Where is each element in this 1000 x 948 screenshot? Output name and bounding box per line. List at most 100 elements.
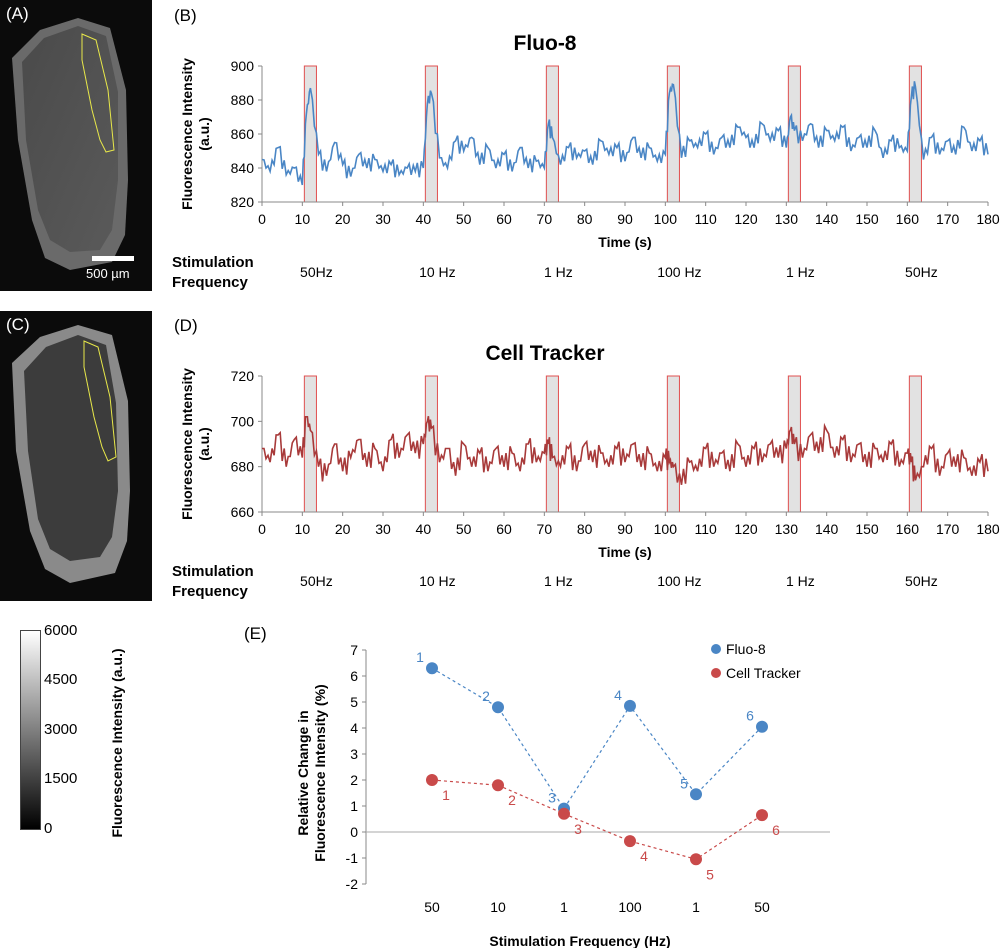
e-point-2-5: [690, 853, 702, 866]
tracker-stim-window-6: [908, 375, 922, 513]
e-ytick-label: 0: [350, 824, 358, 840]
panel-label-d: (D): [174, 316, 198, 335]
fluo8-xtick-label: 0: [258, 211, 266, 227]
fluo8-stim-window-5: [787, 65, 801, 203]
stim-frequency-label: 100 Hz: [657, 264, 702, 280]
stim-frequency-label: 100 Hz: [657, 573, 702, 589]
e-legend-label-2: Cell Tracker: [726, 665, 801, 681]
e-point-label: 4: [640, 848, 648, 864]
fluo8-xtick-label: 150: [855, 211, 879, 227]
stim-frequency-label: 1 Hz: [543, 573, 573, 589]
stim-frequency-label: 10 Hz: [419, 573, 456, 589]
e-ytick-label: 3: [350, 746, 358, 762]
fluo8-ylabel-line1: Fluorescence Intensity: [179, 58, 195, 210]
e-point-1-4: [624, 699, 636, 712]
e-point-2-4: [624, 835, 636, 848]
tracker-xtick-label: 150: [855, 521, 879, 537]
e-xtick-label: 10: [490, 899, 506, 915]
stim-frequency-label: 50Hz: [905, 573, 938, 589]
e-ytick-label: 6: [350, 668, 358, 684]
tracker-xtick-label: 70: [537, 521, 553, 537]
stim-frequency-label: 50Hz: [300, 573, 333, 589]
tracker-xtick-label: 160: [896, 521, 920, 537]
chart-cell-tracker: Cell Tracker 660 680 700 720 0 10 20 30 40 50 60 70 8…: [179, 342, 1000, 560]
e-ytick-label: 5: [350, 694, 358, 710]
tracker-xlabel: Time (s): [598, 544, 651, 560]
tracker-stim-window-4: [666, 375, 680, 513]
e-point-label: 4: [614, 687, 622, 703]
panel-label-b: (B): [174, 6, 197, 25]
tracker-ylabel-line2: (a.u.): [196, 427, 212, 460]
fluo8-ytick-label: 820: [231, 194, 255, 210]
e-legend-marker-2: [711, 668, 721, 678]
fluo8-ytick-label: 900: [231, 58, 255, 74]
fluo8-xtick-label: 100: [654, 211, 678, 227]
tracker-title: Cell Tracker: [485, 342, 604, 365]
fluo8-xtick-label: 80: [577, 211, 593, 227]
e-xtick-label: 50: [424, 899, 440, 915]
e-point-1-2: [492, 701, 504, 714]
e-xlabel: Stimulation Frequency (Hz): [489, 933, 670, 948]
tracker-xtick-label: 120: [734, 521, 758, 537]
fluo8-xtick-label: 30: [375, 211, 391, 227]
tracker-ylabel-line1: Fluorescence Intensity: [179, 368, 195, 520]
e-ytick-label: 2: [350, 772, 358, 788]
colorbar-tick-4500: 4500: [44, 671, 78, 688]
tracker-xtick-label: 20: [335, 521, 351, 537]
e-point-label: 3: [574, 821, 582, 837]
e-ylabel: Relative Change inFluorescence Intensity…: [295, 684, 328, 861]
tracker-ytick-label: 660: [231, 504, 255, 520]
e-xtick-label: 1: [692, 899, 700, 915]
panel-label-c: (C): [6, 315, 30, 334]
e-point-1-5: [690, 788, 702, 801]
tracker-xtick-label: 10: [295, 521, 311, 537]
e-point-1-6: [756, 720, 768, 733]
colorbar-tick-6000: 6000: [44, 622, 78, 639]
fluo8-xtick-label: 170: [936, 211, 960, 227]
micrograph-c: (C): [0, 311, 152, 601]
e-ytick-label: 4: [350, 720, 358, 736]
tracker-ytick-label: 720: [231, 368, 255, 384]
tracker-ytick-label: 680: [231, 459, 255, 475]
e-legend-label-1: Fluo-8: [726, 641, 766, 657]
colorbar-label: Fluorescence Intensity (a.u.): [109, 648, 125, 838]
fluo8-xlabel: Time (s): [598, 234, 651, 250]
chart-relative-change: -2 -1 0 1 2 3 4 5 6 7 50 10 1 100 1 50 Stimulation Frequ…: [295, 641, 830, 948]
e-ytick-label: 7: [350, 642, 358, 658]
tracker-xtick-label: 180: [976, 521, 1000, 537]
tracker-xtick-label: 60: [496, 521, 512, 537]
micrograph-c-image: [12, 325, 130, 583]
e-xtick-label: 100: [618, 899, 642, 915]
fluo8-xtick-label: 60: [496, 211, 512, 227]
e-ytick-label: 1: [350, 798, 358, 814]
e-ylabel-line1: Relative Change in: [295, 710, 311, 835]
fluo8-xtick-label: 70: [537, 211, 553, 227]
tracker-ylabel: Fluorescence Intensity(a.u.): [179, 368, 212, 520]
colorbar-tick-0: 0: [44, 820, 53, 837]
colorbar-tick-3000: 3000: [44, 721, 78, 738]
tracker-ytick-label: 700: [231, 413, 255, 429]
e-point-label: 1: [442, 787, 450, 803]
fluo8-ytick-label: 860: [231, 126, 255, 142]
e-xtick-label: 50: [754, 899, 770, 915]
e-point-2-1: [426, 774, 438, 786]
fluo8-xtick-label: 180: [976, 211, 1000, 227]
fluo8-ytick-label: 880: [231, 92, 255, 108]
e-point-2-2: [492, 779, 504, 792]
stim-heading-line1: Stimulation: [172, 563, 254, 580]
tracker-xtick-label: 110: [695, 521, 718, 537]
stim-frequency-label: 1 Hz: [785, 573, 815, 589]
fluo8-series-line: [261, 81, 989, 186]
fluo8-xtick-label: 10: [295, 211, 311, 227]
tracker-xtick-label: 100: [654, 521, 678, 537]
colorbar: [20, 630, 41, 830]
e-series-line-2: [431, 779, 763, 860]
e-point-label: 5: [680, 775, 688, 791]
e-point-2-6: [756, 809, 768, 822]
stim-frequency-label: 1 Hz: [785, 264, 815, 280]
fluo8-ylabel: Fluorescence Intensity(a.u.): [179, 58, 212, 210]
stim-frequency-label: 10 Hz: [419, 264, 456, 280]
e-series-line-1: [431, 667, 763, 810]
stim-heading-line1: Stimulation: [172, 254, 254, 271]
e-point-1-1: [426, 662, 438, 675]
